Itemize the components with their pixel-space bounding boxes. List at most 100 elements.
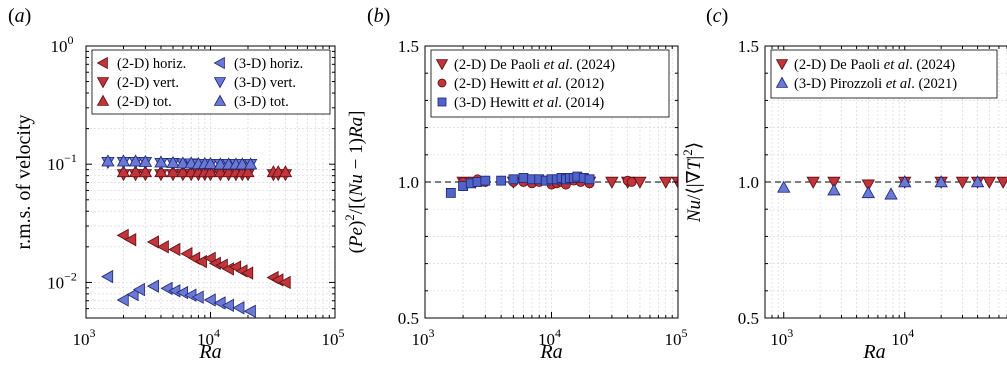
data-point-a-s5-11 — [213, 157, 228, 170]
y-tick-label-a-2: 100 — [51, 33, 74, 56]
legend-b: (2-D) De Paoli et al. (2024) (2-D) Hewitt… — [430, 49, 670, 118]
legend-label-a-1: (2-D) vert. — [117, 75, 179, 91]
data-point-a-s3-14 — [243, 304, 256, 318]
data-point-c-s1-2 — [861, 186, 875, 199]
data-point-c-s0-2 — [861, 179, 875, 192]
x-tick-label-b-0: 103 — [412, 326, 435, 349]
legend-label-c-1: (3-D) Pirozzoli et al. (2021) — [794, 76, 957, 92]
data-point-b-s2-6 — [508, 174, 519, 185]
data-point-a-s5-14 — [235, 157, 249, 170]
data-point-a-s0-7 — [194, 254, 207, 269]
y-axis-label-a: r.m.s. of velocity — [13, 115, 35, 250]
y-tick-label-b-1: 1.0 — [398, 173, 419, 192]
x-tick-label-a-2: 105 — [322, 326, 345, 349]
data-point-a-s2-17 — [278, 165, 293, 178]
legend-marker-c-1 — [775, 76, 789, 88]
data-point-a-s3-1 — [116, 293, 129, 307]
y-tick-label-a-1: 10−1 — [47, 151, 77, 174]
data-point-a-s5-0 — [101, 154, 115, 167]
data-point-b-s2-19 — [584, 174, 595, 185]
data-point-c-s1-3 — [884, 187, 898, 200]
data-point-a-s3-5 — [160, 281, 173, 296]
data-point-c-s0-0 — [806, 176, 820, 189]
data-point-b-s2-4 — [480, 175, 491, 186]
data-point-a-s2-14 — [241, 165, 255, 178]
legend-label-a-3: (3-D) horiz. — [234, 56, 303, 72]
legend-label-b-1: (2-D) Hewitt et al. (2012) — [454, 76, 604, 92]
legend-marker-c-0 — [775, 59, 789, 71]
legend-box — [430, 49, 670, 118]
panel-a: 103 104 105 10−2 10−1 100 (a) Ra r.m.s. of veloc… — [8, 5, 345, 363]
data-point-b-s0-9 — [671, 176, 678, 189]
data-point-a-s3-13 — [232, 301, 245, 315]
data-point-a-s0-5 — [180, 247, 193, 261]
y-axis-label-b: (Pe)2/[(Nu − 1)Ra] — [342, 111, 367, 254]
data-point-a-s0-14 — [241, 266, 254, 280]
data-point-a-s0-4 — [168, 242, 181, 257]
data-point-b-s0-8 — [659, 176, 673, 189]
y-tick-label-b-0: 0.5 — [398, 309, 419, 328]
data-point-a-s5-3 — [138, 154, 153, 167]
legend-marker-b-1 — [437, 78, 447, 88]
data-points — [445, 171, 678, 198]
x-axis-label-c: Ra — [862, 341, 885, 363]
legend-marker-a-4 — [213, 77, 227, 89]
data-point-a-s5-6 — [176, 156, 190, 169]
data-point-a-s5-2 — [128, 154, 143, 167]
y-axis-label-c: Nu/⟨|∇T|2⟩ — [680, 142, 705, 223]
legend-label-c-0: (2-D) De Paoli et al. (2024) — [794, 57, 955, 73]
legend-marker-b-2 — [437, 97, 447, 107]
legend-marker-b-0 — [435, 59, 449, 71]
legend-marker-a-0 — [96, 56, 108, 70]
data-point-b-s1-16 — [626, 177, 637, 187]
data-point-a-s0-0 — [116, 228, 129, 243]
data-point-a-s3-2 — [126, 287, 139, 302]
data-point-c-s1-4 — [898, 175, 912, 188]
data-point-b-s2-5 — [496, 175, 507, 186]
panel-letter-c: (c) — [706, 5, 728, 27]
data-point-a-s3-3 — [132, 282, 145, 297]
data-point-a-s2-3 — [154, 165, 168, 178]
legend-a: (2-D) horiz. (2-D) vert. (2-D) tot. (3-D) h… — [91, 49, 331, 115]
y-tick-label-b-2: 1.5 — [398, 37, 419, 56]
data-point-c-s1-5 — [934, 175, 948, 188]
panel-letter-b: (b) — [367, 5, 390, 27]
x-tick-label-a-0: 103 — [73, 326, 96, 349]
legend-marker-a-3 — [213, 56, 225, 70]
legend-label-a-4: (3-D) vert. — [234, 75, 296, 91]
legend-marker-a-2 — [96, 94, 110, 106]
x-tick-label-c-0: 103 — [770, 326, 793, 349]
data-point-a-s0-3 — [156, 240, 169, 254]
data-point-b-s0-5 — [605, 176, 619, 189]
x-tick-label-b-1: 104 — [538, 326, 561, 349]
data-points — [101, 154, 293, 318]
legend-label-b-2: (3-D) Hewitt et al. (2014) — [454, 95, 604, 111]
data-point-a-s3-12 — [221, 298, 234, 313]
x-axis-label-b: Ra — [539, 341, 562, 363]
legend-box — [770, 49, 998, 99]
legend-marker-a-5 — [213, 94, 227, 106]
legend-label-a-2: (2-D) tot. — [117, 94, 172, 110]
data-point-a-s5-15 — [243, 157, 258, 170]
panel-letter-a: (a) — [8, 5, 31, 27]
data-point-b-s2-7 — [518, 173, 529, 183]
data-point-a-s0-17 — [278, 275, 291, 290]
x-tick-label-a-1: 104 — [197, 326, 220, 349]
legend-box — [91, 49, 331, 115]
legend-c: (2-D) De Paoli et al. (2024) (3-D) Pirozz… — [770, 49, 998, 99]
data-point-c-s0-7 — [982, 176, 996, 189]
legend-label-a-5: (3-D) tot. — [234, 94, 289, 110]
data-point-a-s5-5 — [166, 155, 180, 168]
y-tick-label-c-0: 0.5 — [738, 309, 759, 328]
x-tick-label-c-1: 104 — [891, 326, 914, 349]
data-point-a-s2-4 — [166, 165, 180, 178]
data-point-a-s0-1 — [124, 232, 137, 247]
data-point-a-s3-10 — [203, 293, 216, 307]
legend-label-b-0: (2-D) De Paoli et al. (2024) — [454, 57, 615, 73]
data-point-a-s2-5 — [176, 165, 190, 178]
legend-marker-a-1 — [96, 77, 110, 89]
data-point-a-s2-2 — [138, 165, 153, 178]
data-point-a-s3-9 — [191, 290, 204, 304]
data-point-c-s1-0 — [777, 180, 791, 193]
